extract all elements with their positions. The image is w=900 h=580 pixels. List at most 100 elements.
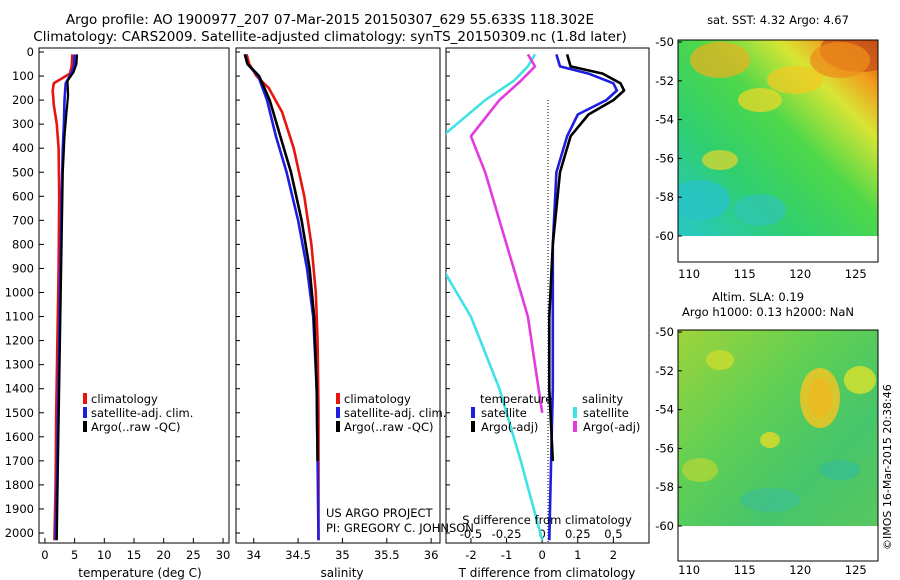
legend-swatch-climatology	[336, 393, 340, 404]
legend-t-satellite: satellite	[481, 406, 527, 420]
map-x-tick-label: 120	[789, 563, 811, 577]
legend-t-argo: Argo(-adj)	[481, 420, 538, 434]
temperature-xlabel: temperature (deg C)	[78, 566, 201, 580]
legend-swatch-argo	[83, 421, 87, 432]
series-line-argo-raw-qc-	[55, 54, 79, 541]
x-tick-label: 20	[156, 548, 171, 562]
depth-tick-label: 1700	[5, 454, 34, 468]
map-x-tick-label: 120	[789, 267, 811, 281]
sst-map-panel: sat. SST: 4.32 Argo: 4.67 -50-52-54-56-5…	[655, 13, 879, 281]
sst-patch	[702, 150, 738, 170]
x-tick-label: 0	[538, 548, 545, 562]
sla-axes: -50 -52 -54 -56 -58 -60 110 115 120 125	[655, 325, 867, 577]
legend-climatology: climatology	[344, 392, 411, 406]
depth-tick-label: 1400	[5, 382, 34, 396]
x-tick-label: 34.5	[285, 548, 311, 562]
salinity-x-axis: 34 34.5 35 35.5 36	[246, 538, 438, 562]
sst-patch	[734, 194, 786, 226]
sst-patch	[690, 42, 750, 78]
sla-patch	[740, 488, 800, 512]
title-line-1: Argo profile: AO 1900977_207 07-Mar-2015…	[65, 12, 595, 28]
x-tick-label: 25	[186, 548, 201, 562]
x-tick-label: -2	[465, 548, 476, 562]
project-annotation: US ARGO PROJECT	[326, 506, 434, 520]
map-y-tick-label: -60	[655, 229, 674, 243]
series-line-argo-adj-	[547, 54, 626, 461]
legend-s-argo: Argo(-adj)	[583, 420, 640, 434]
sla-frame	[677, 329, 879, 562]
x-tick-label: 34	[246, 548, 261, 562]
depth-tick-label: 0	[27, 45, 34, 59]
depth-tick-label: 400	[12, 141, 34, 155]
legend-argo: Argo(..raw -QC)	[91, 420, 181, 434]
difference-frame	[445, 47, 650, 544]
legend-swatch-s-satellite	[573, 407, 577, 418]
depth-tick-label: 900	[12, 261, 34, 275]
temperature-panel: 0100200300400500600700800900100011001200…	[5, 45, 450, 580]
t-difference-xlabel: T difference from climatology	[458, 566, 636, 580]
sla-nodata-band	[678, 526, 878, 561]
map-x-tick-label: 115	[734, 563, 756, 577]
difference-lines	[446, 53, 626, 541]
series-line-climatology	[245, 54, 320, 541]
sst-axes: -50 -52 -54 -56 -58 -60 110 115 120 125	[655, 35, 867, 281]
map-y-tick-label: -58	[655, 190, 674, 204]
x-top-tick-label: -0.5	[460, 527, 482, 541]
salinity-panel: 34 34.5 35 35.5 36 salinity climatology sate…	[235, 47, 474, 580]
x-tick-label: 0	[41, 548, 48, 562]
temperature-legend: climatology satellite-adj. clim. Argo(..…	[83, 392, 193, 434]
depth-tick-label: 1600	[5, 430, 34, 444]
depth-tick-label: 500	[12, 165, 34, 179]
imos-credit: ©IMOS 16-Mar-2015 20:38:46	[881, 384, 894, 550]
sst-texture	[678, 40, 878, 226]
map-x-tick-label: 115	[734, 267, 756, 281]
depth-tick-label: 1500	[5, 406, 34, 420]
legend-swatch-climatology	[83, 393, 87, 404]
salinity-lines	[243, 54, 320, 541]
x-tick-label: -1	[501, 548, 512, 562]
x-tick-label: 1	[574, 548, 581, 562]
sst-patch	[810, 42, 870, 78]
x-tick-label: 30	[216, 548, 231, 562]
difference-x-axis: -2 -1 0 1 2 -0.5 -0.25 0 0.25 0.5	[460, 527, 623, 562]
legend-argo: Argo(..raw -QC)	[344, 420, 434, 434]
x-tick-label: 2	[610, 548, 617, 562]
sst-nodata-band	[678, 236, 878, 262]
sla-patch	[800, 368, 840, 428]
map-y-tick-label: -60	[655, 519, 674, 533]
x-top-tick-label: 0.5	[604, 527, 622, 541]
sst-patch	[767, 66, 823, 94]
sla-patch	[820, 460, 860, 480]
depth-tick-label: 1100	[5, 310, 34, 324]
legend-swatch-t-argo	[471, 421, 475, 432]
x-tick-label: 15	[127, 548, 142, 562]
legend-satellite: satellite-adj. clim.	[344, 406, 446, 420]
map-y-tick-label: -56	[655, 151, 674, 165]
x-top-tick-label: -0.25	[492, 527, 522, 541]
x-tick-label: 35	[335, 548, 350, 562]
map-y-tick-label: -50	[655, 35, 674, 49]
sla-map-panel: Altim. SLA: 0.19 Argo h1000: 0.13 h2000:…	[655, 290, 879, 577]
series-line-argo-adj-	[469, 53, 544, 413]
depth-tick-label: 300	[12, 117, 34, 131]
salinity-xlabel: salinity	[320, 566, 363, 580]
depth-tick-label: 800	[12, 237, 34, 251]
depth-tick-label: 1900	[5, 502, 34, 516]
depth-tick-label: 1200	[5, 334, 34, 348]
legend-satellite: satellite-adj. clim.	[91, 406, 193, 420]
map-y-tick-label: -56	[655, 441, 674, 455]
legend-s-satellite: satellite	[583, 406, 629, 420]
salinity-frame	[235, 47, 441, 544]
sla-texture	[682, 350, 876, 512]
sla-patch	[682, 458, 718, 482]
depth-tick-label: 700	[12, 213, 34, 227]
map-y-tick-label: -52	[655, 74, 674, 88]
depth-tick-label: 1800	[5, 478, 34, 492]
series-line-argo-raw-qc-	[243, 54, 319, 461]
map-y-tick-label: -50	[655, 325, 674, 339]
legend-swatch-t-satellite	[471, 407, 475, 418]
map-x-tick-label: 110	[678, 563, 700, 577]
map-x-tick-label: 110	[678, 267, 700, 281]
difference-legend: temperature salinity satellite Argo(-adj…	[471, 392, 640, 434]
